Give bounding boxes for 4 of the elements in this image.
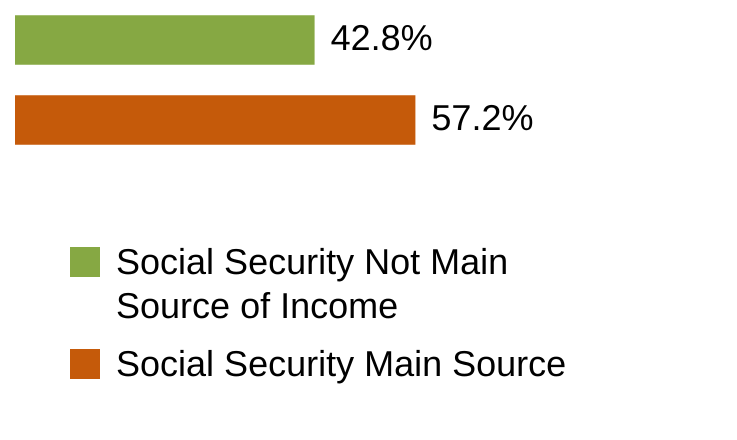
data-label: 57.2% bbox=[431, 96, 534, 138]
data-label: 42.8% bbox=[330, 16, 433, 58]
legend-label: Social Security Not Main Source of Income bbox=[116, 240, 510, 328]
legend-label: Social Security Main Source bbox=[116, 342, 566, 386]
